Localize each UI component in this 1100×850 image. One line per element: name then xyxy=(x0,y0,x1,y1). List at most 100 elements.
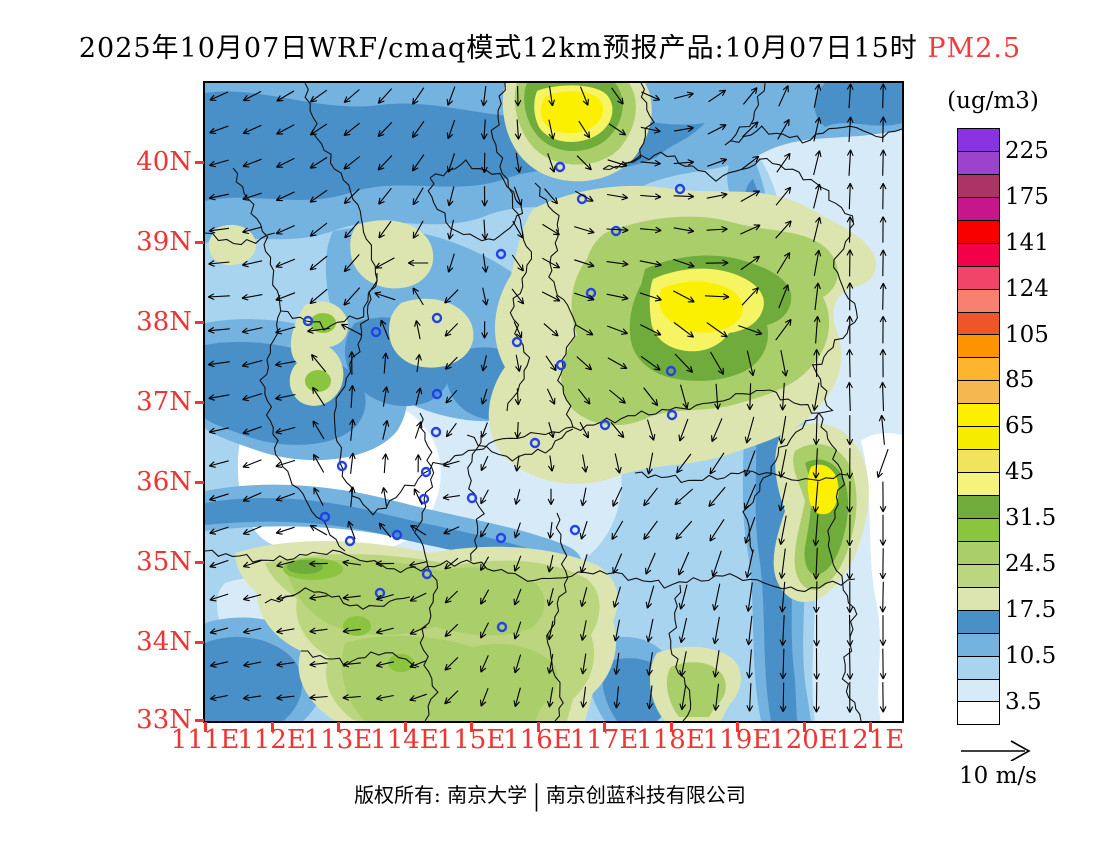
colorbar-segment-5 xyxy=(958,243,999,267)
colorbar-segment-20 xyxy=(958,587,999,611)
province-border-19 xyxy=(742,412,820,554)
contour-region-32 xyxy=(350,220,434,289)
contour-region-37 xyxy=(305,370,331,392)
map-canvas xyxy=(205,83,902,721)
city-marker-6 xyxy=(554,161,566,173)
city-marker-11 xyxy=(665,365,677,377)
lat-tick xyxy=(195,241,204,244)
city-marker-4 xyxy=(511,336,523,348)
lon-tick xyxy=(603,722,606,732)
colorbar-label-141: 141 xyxy=(1005,229,1049,256)
colorbar-segment-2 xyxy=(958,174,999,198)
lat-label-34N: 34N xyxy=(136,627,192,657)
colorbar-segment-21 xyxy=(958,610,999,634)
city-marker-28 xyxy=(496,621,508,633)
lon-tick xyxy=(337,722,340,732)
lat-tick xyxy=(195,561,204,564)
forecast-map xyxy=(203,81,904,723)
lat-label-36N: 36N xyxy=(136,467,192,497)
colorbar-segment-15 xyxy=(958,473,999,496)
wind-vector-field xyxy=(207,83,889,713)
colorbar xyxy=(957,128,1000,726)
colorbar-segment-16 xyxy=(958,496,999,519)
contour-region-8 xyxy=(814,83,902,127)
lon-tick xyxy=(736,722,739,732)
lon-tick xyxy=(204,722,207,732)
wind-reference-arrow-icon xyxy=(961,740,1031,761)
lat-tick xyxy=(195,641,204,644)
city-marker-0 xyxy=(302,315,314,327)
city-marker-23 xyxy=(421,568,433,580)
colorbar-label-3.5: 3.5 xyxy=(1005,688,1042,715)
colorbar-label-10.5: 10.5 xyxy=(1005,642,1057,669)
province-border-2 xyxy=(490,83,533,412)
lat-label-37N: 37N xyxy=(136,387,192,417)
lat-label-40N: 40N xyxy=(136,147,192,177)
city-marker-25 xyxy=(599,419,611,431)
province-border-9 xyxy=(205,549,856,593)
city-marker-18 xyxy=(466,492,478,504)
colorbar-label-24.5: 24.5 xyxy=(1005,551,1057,578)
colorbar-segment-10 xyxy=(958,358,999,382)
colorbar-label-17.5: 17.5 xyxy=(1005,596,1057,623)
colorbar-segment-12 xyxy=(958,404,999,428)
lat-tick xyxy=(195,719,204,722)
lat-tick xyxy=(195,481,204,484)
city-marker-1 xyxy=(370,326,382,338)
city-marker-24 xyxy=(374,587,386,599)
province-border-1 xyxy=(232,167,346,552)
colorbar-segment-19 xyxy=(958,564,999,588)
province-border-16 xyxy=(466,428,574,462)
city-marker-5 xyxy=(431,388,443,400)
province-border-12 xyxy=(818,412,862,721)
colorbar-label-85: 85 xyxy=(1005,367,1035,394)
lat-label-33N: 33N xyxy=(136,705,192,735)
colorbar-segment-1 xyxy=(958,151,999,175)
province-border-8 xyxy=(413,412,439,721)
lat-label-38N: 38N xyxy=(136,307,192,337)
province-border-17 xyxy=(280,273,378,331)
page-title: 2025年10月07日WRF/cmaq模式12km预报产品:10月07日15时 … xyxy=(0,26,1100,65)
colorbar-segment-24 xyxy=(958,679,999,703)
colorbar-segment-6 xyxy=(958,266,999,290)
lat-tick xyxy=(195,321,204,324)
title-main: 2025年10月07日WRF/cmaq模式12km预报产品:10月07日15时 xyxy=(78,33,918,64)
wind-reference-label: 10 m/s xyxy=(959,763,1037,789)
colorbar-segment-13 xyxy=(958,427,999,451)
colorbar-segment-3 xyxy=(958,197,999,221)
city-marker-14 xyxy=(529,437,541,449)
copyright-company: 南京创蓝科技有限公司 xyxy=(545,783,746,807)
city-marker-13 xyxy=(430,426,442,438)
colorbar-unit-label: (ug/m3) xyxy=(947,88,1039,114)
contour-region-33 xyxy=(389,298,474,368)
province-border-7 xyxy=(634,470,848,484)
colorbar-segment-4 xyxy=(958,220,999,244)
city-marker-3 xyxy=(495,248,507,260)
colorbar-label-225: 225 xyxy=(1005,137,1049,164)
colorbar-label-105: 105 xyxy=(1005,321,1049,348)
city-marker-22 xyxy=(344,535,356,547)
city-marker-15 xyxy=(336,460,348,472)
province-border-20 xyxy=(205,232,276,246)
city-marker-19 xyxy=(495,532,507,544)
copyright-owner: 版权所有: 南京大学 xyxy=(354,783,528,807)
lon-tick xyxy=(270,722,274,732)
contour-region-19 xyxy=(205,636,303,721)
province-border-5 xyxy=(602,151,858,414)
province-border-4 xyxy=(372,389,820,516)
colorbar-label-31.5: 31.5 xyxy=(1005,505,1057,532)
contour-region-31 xyxy=(540,91,604,134)
lon-tick xyxy=(802,722,806,732)
city-marker-26 xyxy=(666,409,678,421)
province-border-18 xyxy=(724,83,766,146)
city-marker-16 xyxy=(420,466,432,478)
colorbar-label-65: 65 xyxy=(1005,413,1035,440)
city-marker-20 xyxy=(391,529,403,541)
city-marker-8 xyxy=(610,225,622,237)
province-border-14 xyxy=(724,125,902,146)
city-marker-27 xyxy=(569,524,581,536)
wind-speed-legend: 10 m/s xyxy=(938,735,1058,789)
lon-tick xyxy=(536,722,540,732)
copyright-line: 版权所有: 南京大学 | 南京创蓝科技有限公司 xyxy=(0,778,1100,812)
